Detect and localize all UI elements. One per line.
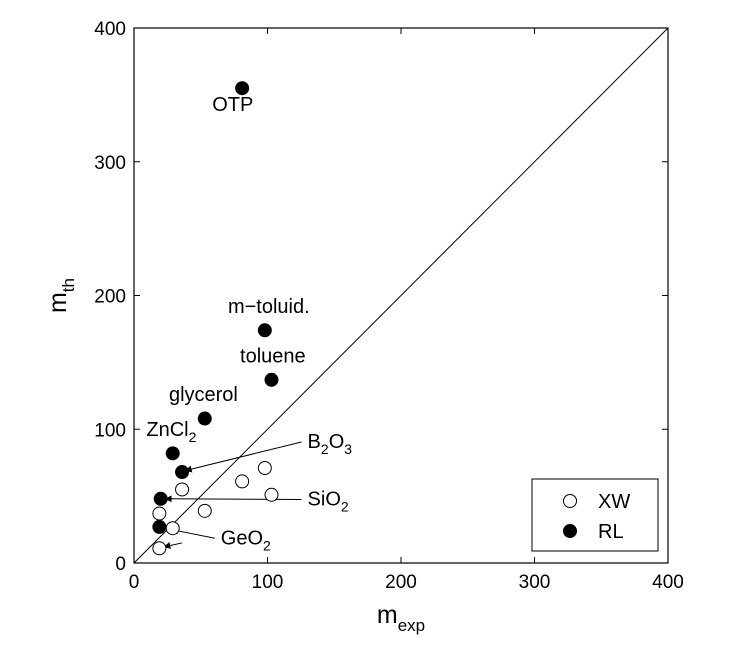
point-rl	[152, 519, 167, 534]
point-xw	[165, 521, 180, 536]
axes: 0 100 200 300 400 0 100 200 300 400	[94, 19, 684, 593]
x-tick-label: 300	[519, 572, 551, 593]
annotation-geo2: GeO2	[221, 527, 271, 553]
x-tick-label: 200	[385, 572, 417, 593]
point-xw	[264, 487, 279, 502]
point-rl	[235, 81, 250, 96]
legend: XW RL	[531, 478, 659, 552]
point-xw	[175, 482, 190, 497]
y-tick-label: 200	[94, 287, 126, 308]
point-rl	[264, 372, 279, 387]
legend-label-rl: RL	[598, 521, 624, 543]
point-xw	[152, 541, 167, 556]
point-xw	[257, 461, 272, 476]
reference-line	[133, 27, 669, 564]
y-tick-label: 100	[94, 420, 126, 441]
point-rl	[175, 465, 190, 480]
legend-marker-xw	[563, 494, 577, 508]
annotation-zncl2: ZnCl2	[146, 419, 196, 445]
annotation-arrow-sio2	[164, 495, 302, 503]
x-tick-label: 100	[252, 572, 284, 593]
point-xw	[235, 474, 250, 489]
annotation-otp: OTP	[212, 94, 253, 116]
axis-labels: mexp mth	[44, 278, 425, 635]
annotation-m-toluid: m−toluid.	[228, 296, 310, 318]
point-rl	[153, 491, 168, 506]
y-tick-label: 300	[94, 153, 126, 174]
y-tick-label: 0	[115, 554, 126, 575]
point-xw	[197, 503, 212, 518]
point-rl	[257, 323, 272, 338]
x-tick-label: 400	[652, 572, 684, 593]
y-axis-label: mth	[44, 278, 78, 313]
point-rl	[197, 411, 212, 426]
annotation-glycerol: glycerol	[169, 384, 238, 406]
annotation-arrow-b2o3	[184, 441, 302, 473]
point-rl	[165, 446, 180, 461]
annotation-toluene: toluene	[240, 345, 306, 367]
annotation-arrow-geo2-b	[163, 542, 183, 549]
point-xw	[152, 506, 167, 521]
y-tick-label: 400	[94, 19, 126, 40]
legend-box	[531, 478, 659, 552]
x-axis-label: mexp	[377, 601, 425, 635]
data-points	[152, 81, 279, 556]
legend-label-xw: XW	[598, 491, 630, 513]
annotation-b2o3: B2O3	[308, 431, 353, 457]
x-tick-label: 0	[129, 572, 140, 593]
diagonal-line	[133, 27, 669, 564]
annotation-sio2: SiO2	[308, 488, 349, 514]
legend-marker-rl	[563, 524, 577, 538]
